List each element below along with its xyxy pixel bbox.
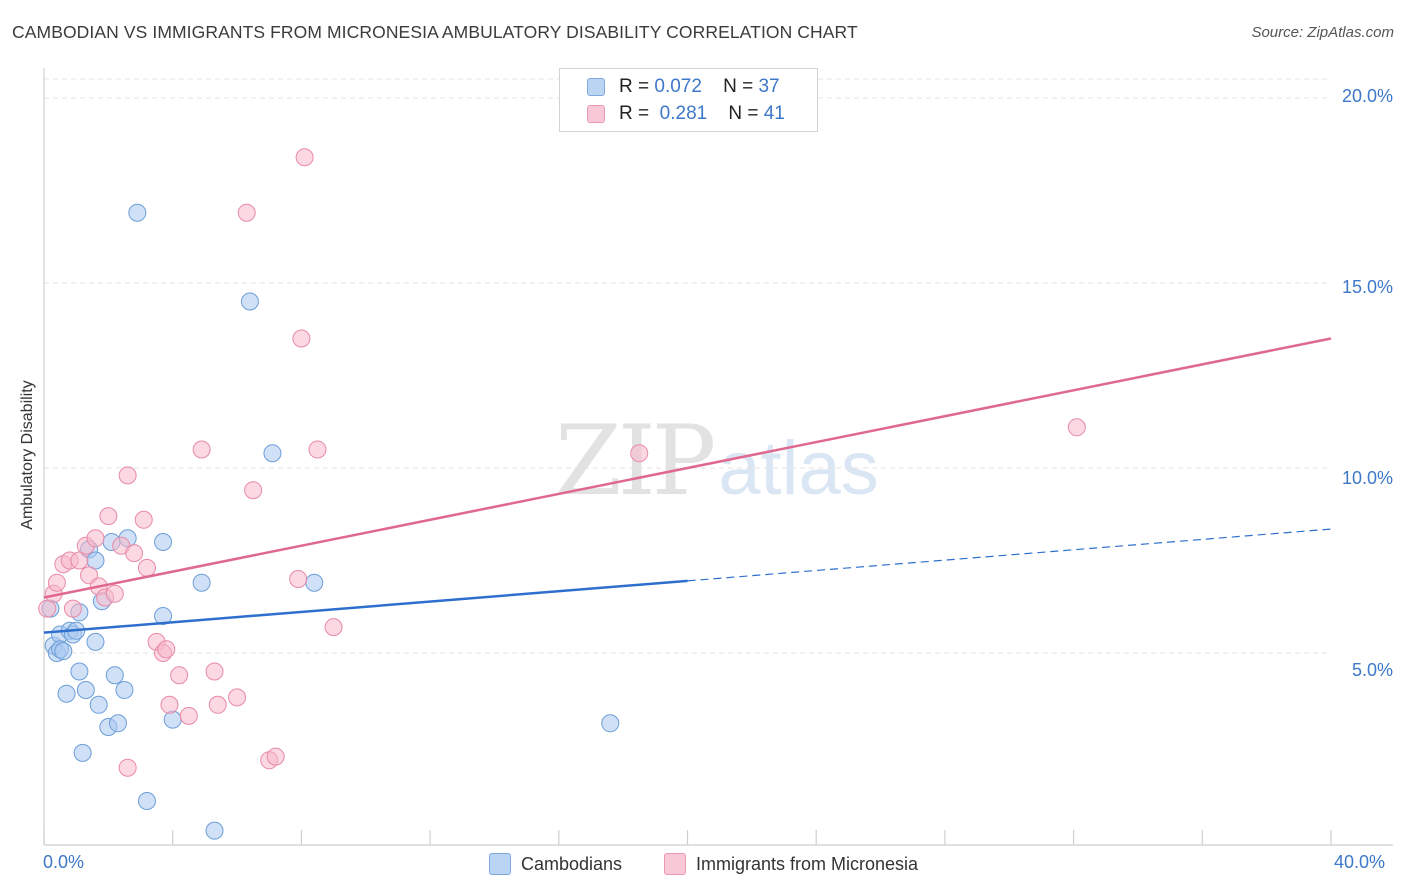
cambodians-point-35 (601, 714, 620, 733)
stats-legend: R = 0.072 N = 37 R = 0.281 N = 41 (559, 68, 818, 132)
micronesia-point-6 (70, 551, 89, 570)
cambodians-point-13 (76, 681, 95, 699)
micronesia-point-26 (192, 440, 211, 459)
y-tick-label-5: 5.0% (1351, 660, 1393, 680)
cambodians-point-16 (86, 632, 105, 651)
y-tick-label-20: 20.0% (1341, 86, 1393, 106)
micronesia-point-31 (244, 481, 263, 500)
cambodians-point-5 (54, 642, 73, 661)
watermark: ZIPatlas (555, 405, 879, 517)
legend-item-cambodians: Cambodians (489, 852, 622, 876)
chart-title: CAMBODIAN VS IMMIGRANTS FROM MICRONESIA … (12, 22, 858, 42)
legend-micronesia-swatch (664, 853, 686, 875)
legend-cambodians-label: Cambodians (521, 853, 623, 874)
y-tick-label-15: 15.0% (1341, 277, 1393, 297)
micronesia-point-9 (86, 529, 105, 548)
micronesia-point-22 (157, 640, 176, 659)
cambodians-swatch (587, 78, 605, 96)
micronesia-swatch (587, 105, 605, 123)
micronesia-point-28 (208, 695, 227, 714)
cambodians-point-31 (205, 821, 224, 840)
cambodians-trend-extension (687, 528, 1332, 582)
micronesia-point-15 (118, 758, 137, 777)
micronesia-point-35 (292, 329, 311, 348)
cambodians-point-10 (70, 662, 89, 681)
micronesia-point-40 (1067, 418, 1086, 437)
cambodians-point-17 (89, 695, 108, 714)
micronesia-trend-line (43, 337, 1332, 599)
y-tick-label-10: 10.0% (1341, 468, 1393, 488)
cambodians-point-25 (128, 203, 147, 222)
micronesia-point-17 (125, 544, 144, 563)
micronesia-point-34 (289, 570, 308, 588)
legend-item-micronesia: Immigrants from Micronesia (664, 852, 918, 876)
cambodians-r-value: 0.072 (654, 76, 702, 97)
micronesia-point-12 (99, 507, 118, 526)
micronesia-point-30 (237, 203, 256, 222)
cambodians-point-23 (115, 681, 134, 699)
micronesia-point-5 (63, 599, 82, 618)
micronesia-point-29 (228, 688, 247, 707)
source-label: Source: ZipAtlas.com (1251, 24, 1394, 41)
stats-legend-row-cambodians: R = 0.072 N = 37 (587, 76, 780, 98)
micronesia-point-38 (324, 618, 343, 637)
micronesia-n-value: 41 (763, 103, 785, 124)
micronesia-point-23 (160, 695, 179, 714)
micronesia-point-27 (205, 662, 224, 681)
cambodians-point-6 (57, 684, 76, 703)
micronesia-point-36 (295, 148, 314, 167)
micronesia-point-25 (179, 706, 198, 725)
cambodians-point-28 (154, 533, 173, 551)
y-axis-label: Ambulatory Disability (19, 380, 36, 530)
cambodians-point-33 (263, 444, 282, 463)
micronesia-n-label: N = (728, 103, 759, 124)
cambodians-r-label: R = (619, 76, 650, 97)
micronesia-point-37 (308, 440, 327, 459)
legend-cambodians-swatch (489, 853, 511, 875)
cambodians-n-value: 37 (758, 76, 780, 97)
watermark-atlas: atlas (718, 426, 879, 511)
cambodians-point-34 (305, 573, 324, 592)
cambodians-point-12 (73, 743, 92, 762)
cambodians-point-26 (137, 792, 156, 810)
stats-legend-row-micronesia: R = 0.281 N = 41 (587, 103, 785, 125)
cambodians-n-label: N = (723, 76, 754, 97)
x-tick-label-min: 0.0% (43, 852, 85, 872)
x-tick-label-max: 40.0% (1334, 852, 1386, 872)
micronesia-point-33 (266, 747, 285, 766)
micronesia-point-18 (134, 510, 153, 529)
cambodians-point-29 (163, 710, 182, 729)
micronesia-point-24 (170, 666, 189, 685)
micronesia-point-13 (105, 584, 124, 603)
cambodians-point-21 (105, 666, 124, 685)
micronesia-point-19 (137, 558, 156, 577)
micronesia-r-label: R = (619, 103, 650, 124)
micronesia-point-2 (47, 573, 66, 592)
cambodians-point-27 (154, 607, 173, 625)
micronesia-point-0 (38, 599, 57, 618)
micronesia-point-39 (630, 444, 649, 463)
cambodians-trend-line (43, 579, 688, 634)
legend-micronesia-label: Immigrants from Micronesia (696, 853, 919, 874)
micronesia-r-value: 0.281 (659, 103, 708, 124)
cambodians-point-22 (109, 714, 128, 733)
cambodians-point-32 (240, 292, 259, 311)
cambodians-point-30 (192, 573, 211, 592)
micronesia-point-16 (118, 466, 137, 485)
